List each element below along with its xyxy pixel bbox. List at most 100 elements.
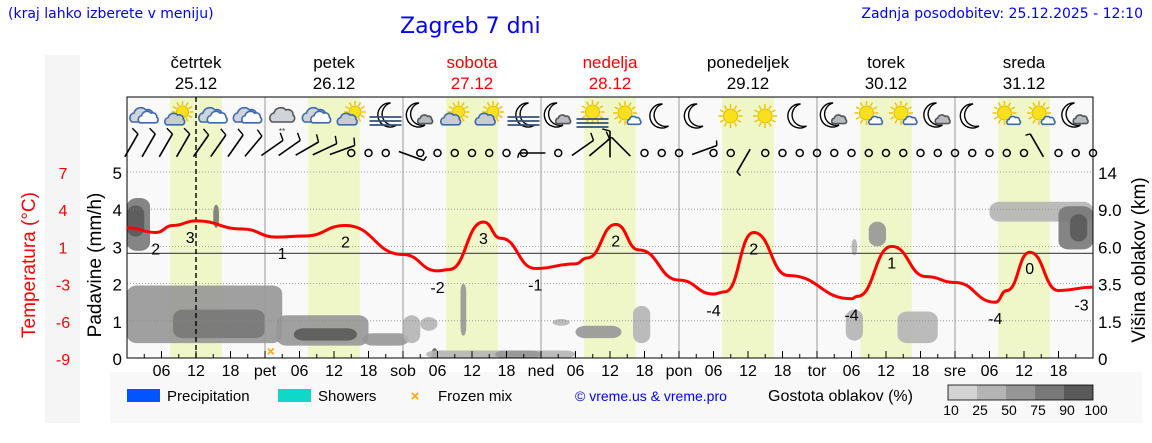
x-tick-label: 18: [360, 363, 378, 380]
calm-wind-icon: [985, 148, 994, 158]
sun-ray: [855, 106, 860, 110]
barb-staff: [295, 141, 319, 156]
calm-wind-icon: [1019, 148, 1029, 158]
x-tick-label: 06: [153, 363, 171, 380]
calm-circle: [985, 148, 994, 158]
sun-small-cloud-icon: [613, 101, 642, 126]
barb-staff: [1029, 133, 1045, 158]
sun-disc: [585, 104, 600, 120]
frozen-mix-swatch: ×: [411, 388, 420, 405]
cloud-density-area: [897, 311, 938, 344]
calm-circle: [433, 148, 442, 158]
barb-staff: [244, 135, 263, 157]
cloud-shape: [554, 114, 572, 125]
cloud-shape: [868, 115, 884, 126]
temperature-label: -4: [844, 308, 858, 325]
wind-barb-icon: [158, 127, 174, 158]
cloud-shape: [474, 112, 496, 126]
cloud-density-area: [403, 315, 421, 344]
day-name: ponedeljek: [707, 53, 790, 72]
sun-ray: [758, 105, 762, 110]
sun-small-cloud-icon: [992, 101, 1022, 126]
x-tick-label: 12: [325, 363, 343, 380]
calm-wind-icon: [554, 148, 563, 158]
calm-wind-icon: [502, 148, 511, 158]
x-tick-label: 12: [187, 363, 205, 380]
x-tick-label: 18: [912, 363, 930, 380]
temperature-label: 1: [278, 246, 287, 263]
barb-tick: [315, 134, 320, 143]
calm-circle: [812, 148, 822, 158]
cloud-density-area: [293, 328, 357, 341]
sun-ray: [993, 106, 998, 110]
moon-cloud-icon: [405, 102, 434, 128]
cloud-shape: [440, 112, 462, 126]
sun-ray: [859, 119, 864, 124]
calm-circle: [1019, 148, 1029, 158]
sun-ray: [768, 122, 772, 127]
sun-ray: [1042, 102, 1046, 107]
sun-ray: [464, 114, 469, 119]
day-date: 31.12: [1003, 74, 1046, 93]
moon-shape: [819, 102, 840, 128]
calm-circle: [502, 148, 511, 158]
x-tick-label: sob: [390, 363, 416, 380]
sun-ray: [904, 102, 908, 107]
x-tick-label: 06: [843, 363, 861, 380]
barb-tick: [517, 152, 520, 159]
wind-barb-icon: [141, 127, 156, 158]
day-date: 28.12: [589, 74, 632, 93]
calm-circle: [657, 148, 666, 158]
moon-cloud-icon: [923, 102, 951, 128]
calm-circle: [364, 148, 373, 158]
calm-wind-icon: [450, 148, 459, 158]
barb-tick: [1025, 133, 1031, 136]
calm-circle: [881, 148, 891, 158]
cloud-height-tick-label: 9.0: [1098, 201, 1122, 220]
barb-staff: [227, 134, 244, 158]
density-swatch: [1006, 385, 1035, 400]
barb-tick: [149, 127, 156, 135]
day-date: 26.12: [313, 74, 356, 93]
barb-staff: [691, 144, 718, 156]
temperature-tick-label: -3: [56, 278, 70, 295]
sun-ray: [719, 109, 724, 113]
cloud-shape: [1006, 115, 1022, 126]
temperature-label: 2: [341, 234, 350, 251]
temperature-label: -1: [528, 277, 542, 294]
sun-ray: [855, 116, 860, 120]
precipitation-tick-label: 2: [113, 276, 122, 295]
calm-wind-icon: [485, 148, 494, 158]
calm-wind-icon: [433, 148, 442, 158]
x-tick-label: 18: [636, 363, 654, 380]
wind-barb-icon: [260, 132, 284, 157]
x-tick-label: 18: [774, 363, 792, 380]
day-date: 25.12: [175, 74, 218, 93]
showers-swatch: [278, 389, 311, 402]
barb-tick: [605, 131, 611, 140]
cloud-shape: [1040, 115, 1056, 126]
cloud-density-area: [1070, 214, 1088, 242]
wind-barb-icon: [329, 137, 356, 156]
credit-link[interactable]: © vreme.us & vreme.pro: [575, 388, 727, 404]
moon-shape: [787, 103, 807, 129]
density-swatch: [948, 385, 977, 400]
cloudy-light-snow-icon: **: [269, 106, 296, 136]
calm-wind-icon: [467, 148, 477, 158]
sun-ray: [1032, 119, 1036, 124]
page-title: Zagreb 7 dni: [400, 14, 541, 39]
precipitation-tick-label: 0: [113, 350, 122, 369]
sun-ray: [907, 106, 912, 110]
barb-staff: [278, 139, 301, 157]
calm-wind-icon: [933, 148, 942, 158]
density-level-label: 50: [1001, 402, 1017, 418]
x-tick-label: 06: [429, 363, 447, 380]
calm-wind-icon: [416, 148, 425, 158]
sun-ray: [1045, 106, 1050, 110]
temperature-label: 0: [1025, 261, 1034, 278]
x-tick-label: 12: [601, 363, 619, 380]
sun-ray: [758, 122, 762, 127]
moon-fog-icon: [369, 102, 402, 128]
x-tick-label: 18: [498, 363, 516, 380]
barb-tick: [237, 128, 244, 136]
